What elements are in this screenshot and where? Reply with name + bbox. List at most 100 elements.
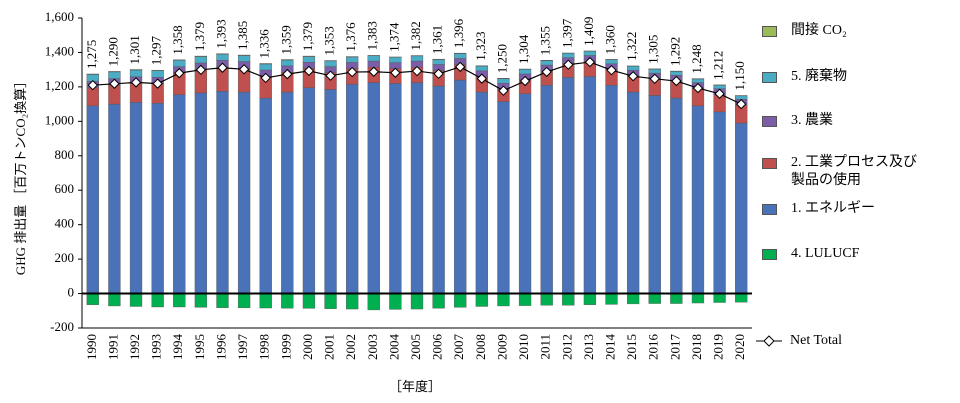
- bar-segment: [108, 71, 121, 79]
- bar-segment: [324, 293, 337, 309]
- bar-segment: [497, 78, 510, 84]
- bar-segment: [151, 293, 164, 308]
- legend-item: 間接 CO₂: [762, 22, 952, 40]
- bar-segment: [281, 91, 294, 294]
- x-tick-label: 1998: [257, 334, 272, 360]
- bar-segment: [346, 84, 359, 294]
- bar-segment: [713, 84, 726, 89]
- bar-segment: [605, 293, 618, 305]
- bar-segment: [648, 293, 661, 304]
- bar-segment: [281, 59, 294, 67]
- total-label: 1,376: [343, 22, 358, 52]
- bar-segment: [151, 103, 164, 294]
- bar-segment: [302, 55, 316, 57]
- bar-segment: [497, 101, 510, 294]
- bar-segment: [648, 95, 661, 294]
- bar-segment: [108, 103, 121, 294]
- bar-segment: [518, 69, 532, 75]
- net-total-marker: [671, 75, 682, 87]
- total-label: 1,250: [494, 44, 509, 73]
- bar-segment: [691, 293, 705, 304]
- x-tick-label: 2006: [430, 334, 445, 361]
- bar-segment: [324, 89, 337, 294]
- legend-item: 5. 廃棄物: [762, 68, 952, 86]
- bar-segment: [194, 92, 208, 294]
- total-label: 1,374: [386, 22, 401, 52]
- bar-segment: [194, 55, 208, 57]
- x-tick-label: 1993: [149, 334, 164, 360]
- bar-segment: [670, 97, 683, 294]
- bar-segment: [648, 68, 661, 74]
- bar-segment: [259, 97, 272, 294]
- net-total-marker: [411, 65, 423, 77]
- total-label: 1,359: [278, 25, 293, 54]
- x-tick-label: 2003: [365, 334, 380, 360]
- bar-segment: [583, 76, 597, 294]
- x-tick-label: 1990: [84, 334, 99, 360]
- bar-segment: [691, 78, 705, 83]
- net-total-marker: [735, 98, 747, 110]
- bar-segment: [735, 293, 748, 303]
- bar-segment: [129, 293, 143, 307]
- bar-segment: [86, 87, 99, 107]
- bar-segment: [518, 293, 532, 306]
- net-total-marker: [606, 64, 617, 76]
- bar-segment: [626, 66, 640, 71]
- y-tick-label: 1,400: [45, 43, 74, 58]
- net-total-marker: [87, 79, 99, 91]
- bar-segment: [562, 77, 575, 294]
- x-tick-label: 2011: [538, 334, 553, 360]
- net-total-marker: [174, 67, 185, 79]
- bar-segment: [281, 59, 294, 61]
- bar-segment: [108, 71, 121, 73]
- bar-segment: [389, 293, 402, 310]
- x-tick-label: 2017: [667, 334, 682, 361]
- legend-swatch: [762, 72, 777, 83]
- bar-segment: [367, 82, 380, 294]
- bar-segment: [367, 60, 380, 68]
- x-tick-label: 1996: [213, 334, 228, 361]
- net-total-marker: [714, 88, 725, 99]
- bar-segment: [562, 53, 575, 58]
- bar-segment: [216, 90, 229, 294]
- legend-line-icon: [756, 335, 782, 347]
- x-tick-label: 2016: [646, 334, 661, 361]
- net-total-marker: [519, 75, 531, 87]
- net-total-marker: [109, 78, 120, 89]
- y-tick-label: 400: [55, 216, 75, 231]
- legend-swatch: [762, 116, 777, 127]
- x-tick-label: 2001: [322, 334, 337, 360]
- total-label: 1,212: [711, 51, 726, 80]
- bar-segment: [346, 56, 359, 63]
- x-tick-label: 2004: [386, 334, 401, 361]
- y-tick-label: -200: [50, 319, 74, 334]
- x-tick-label: 1992: [127, 334, 142, 360]
- legend-item: Net Total: [756, 332, 952, 350]
- bar-segment: [605, 84, 618, 294]
- x-tick-label: 2015: [624, 334, 639, 360]
- bar-segment: [237, 55, 251, 62]
- y-tick-label: 0: [68, 285, 75, 300]
- bar-segment: [173, 293, 186, 308]
- legend-label: 3. 農業: [791, 113, 833, 128]
- x-tick-label: 2020: [732, 334, 747, 360]
- bar-segment: [626, 293, 640, 305]
- bar-segment: [410, 82, 424, 294]
- bar-segment: [151, 70, 164, 78]
- total-label: 1,385: [235, 21, 250, 50]
- bar-segment: [173, 94, 186, 294]
- x-axis-label: ［年度］: [389, 379, 441, 394]
- bar-segment: [129, 69, 143, 71]
- x-tick-label: 2008: [473, 334, 488, 360]
- bar-segment: [432, 85, 445, 294]
- total-label: 1,323: [473, 31, 488, 60]
- net-total-marker: [455, 61, 466, 73]
- net-total-marker: [649, 73, 660, 85]
- bar-segment: [108, 293, 121, 307]
- bar-segment: [475, 65, 488, 72]
- net-total-marker: [238, 64, 250, 75]
- net-total-marker: [584, 56, 596, 68]
- bar-segment: [626, 91, 640, 294]
- net-total-marker: [390, 67, 401, 78]
